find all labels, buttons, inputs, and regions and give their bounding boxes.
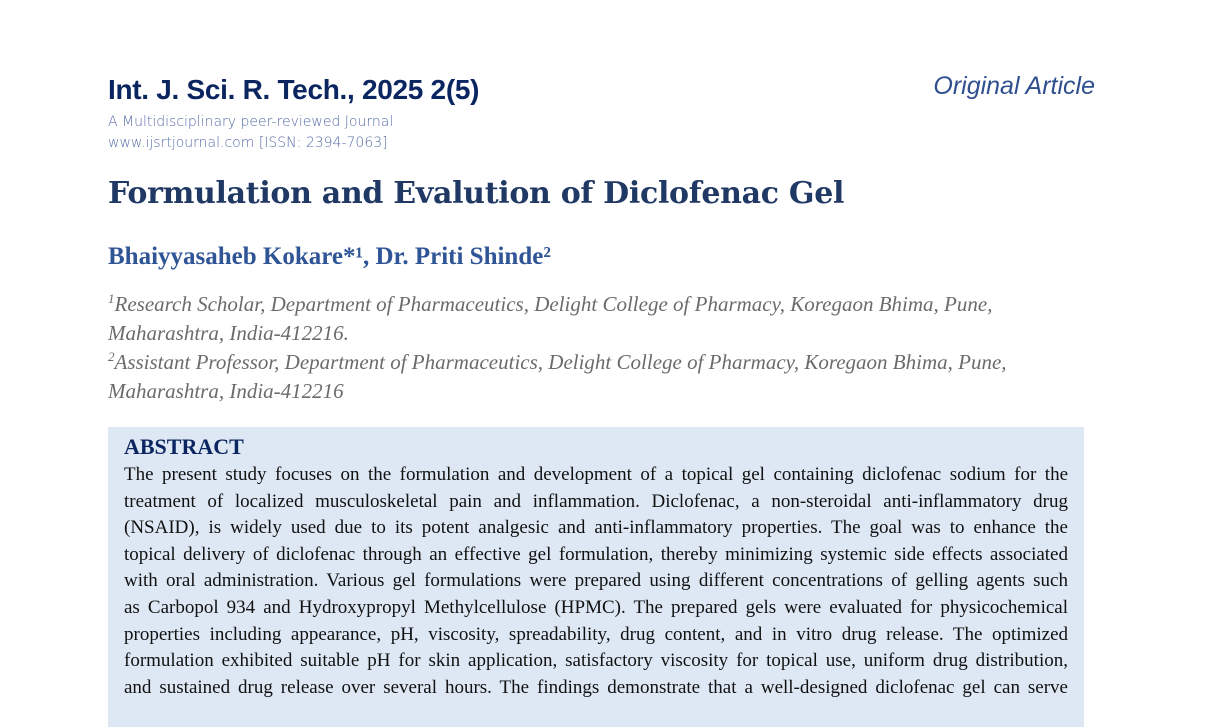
paper-title: Formulation and Evalution of Diclofenac … [108, 176, 845, 211]
journal-tagline: A Multidisciplinary peer-reviewed Journa… [108, 114, 394, 130]
article-type: Original Article [933, 72, 1095, 100]
abstract-line: as Carbopol 934 and Hydroxypropyl Methyl… [124, 596, 1068, 618]
abstract-line: treatment of localized musculoskeletal p… [124, 490, 1068, 512]
affiliation-2: 2Assistant Professor, Department of Phar… [108, 342, 1088, 406]
abstract-line: (NSAID), is widely used due to its poten… [124, 517, 1068, 539]
affiliation-line: Maharashtra, India-412216 [108, 379, 344, 403]
abstract-line: with oral administration. Various gel fo… [124, 570, 1068, 592]
abstract-line: The present study focuses on the formula… [124, 464, 1068, 485]
affiliation-line: Research Scholar, Department of Pharmace… [114, 292, 993, 316]
journal-citation: Int. J. Sci. R. Tech., 2025 2(5) [108, 74, 480, 105]
affiliation-line: Maharashtra, India-412216. [108, 321, 349, 345]
affiliation-number: 2 [108, 349, 115, 364]
abstract-line: topical delivery of diclofenac through a… [124, 543, 1068, 565]
abstract-body: The present study focuses on the formula… [124, 462, 1068, 701]
journal-website[interactable]: www.ijsrtjournal.com [ISSN: 2394-7063] [108, 135, 388, 151]
affiliation-line: Assistant Professor, Department of Pharm… [114, 350, 1007, 374]
abstract-box [108, 427, 1084, 727]
affiliation-1: 1Research Scholar, Department of Pharmac… [108, 284, 1088, 348]
abstract-line: formulation exhibited suitable pH for sk… [124, 650, 1068, 672]
abstract-heading: ABSTRACT [124, 434, 244, 459]
abstract-line: and sustained drug release over several … [124, 676, 1068, 698]
authors: Bhaiyyasaheb Kokare*¹, Dr. Priti Shinde² [108, 243, 551, 270]
abstract-line: properties including appearance, pH, vis… [124, 623, 1068, 645]
affiliation-number: 1 [108, 291, 115, 306]
